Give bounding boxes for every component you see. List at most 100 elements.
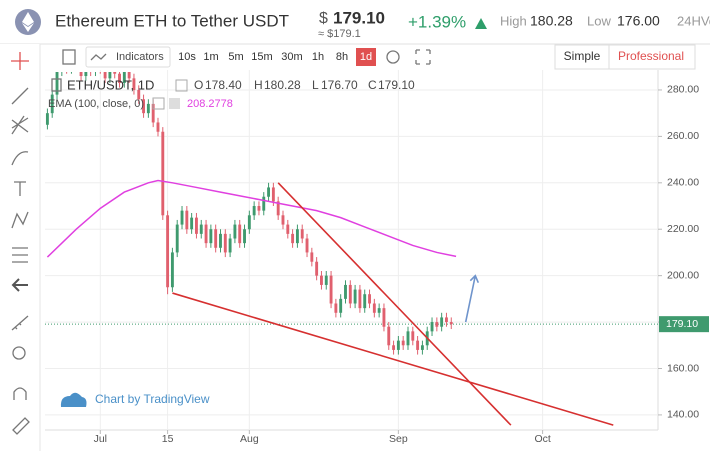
x-tick-label: Oct — [534, 433, 550, 445]
candle-body — [406, 331, 410, 346]
indicators-icon — [90, 53, 107, 61]
measure-tool[interactable] — [11, 315, 29, 331]
ema-line — [46, 179, 457, 258]
candle-body — [435, 322, 439, 327]
candle-body — [247, 215, 251, 230]
fullscreen-button[interactable] — [415, 49, 431, 65]
brush-tool[interactable] — [11, 151, 29, 166]
mode-simple[interactable]: Simple — [564, 49, 601, 63]
ema-close[interactable] — [169, 98, 180, 109]
chart-style-button[interactable] — [62, 49, 76, 65]
interval-button[interactable]: 30m — [281, 51, 302, 63]
candle-body — [300, 229, 304, 239]
candle-body — [387, 326, 391, 346]
up-triangle — [475, 18, 487, 29]
watermark: Chart by TradingView — [95, 392, 210, 406]
legend-o-label: O — [194, 78, 203, 92]
ema-toggle[interactable] — [152, 97, 165, 110]
candle-body — [339, 298, 343, 313]
fib-tool[interactable] — [11, 115, 29, 135]
settings-button[interactable] — [386, 50, 400, 64]
candle-body — [295, 229, 299, 244]
candle-body — [420, 345, 424, 350]
candle-body — [271, 187, 275, 202]
candle-body — [166, 215, 170, 288]
price-label-bg — [659, 316, 709, 333]
mode-professional[interactable]: Professional — [618, 49, 684, 63]
interval-button[interactable]: 1m — [203, 51, 218, 63]
lock-tool[interactable] — [12, 417, 30, 435]
candle-body — [84, 72, 88, 77]
interval-button[interactable]: 1d — [360, 51, 372, 63]
y-tick-label: 280.00 — [667, 84, 699, 96]
candle-body — [382, 308, 386, 327]
candle-body — [151, 103, 155, 123]
x-tick-label: 15 — [162, 433, 174, 445]
candle-body — [392, 345, 396, 350]
indicators-button[interactable] — [85, 46, 171, 68]
back-tool[interactable] — [11, 278, 28, 292]
candle-body — [108, 72, 112, 79]
high-value: 180.28 — [530, 13, 573, 29]
candle-body — [45, 113, 49, 125]
pattern-tool[interactable] — [11, 211, 29, 229]
mode-switch — [554, 44, 696, 70]
candle-body — [122, 72, 126, 83]
legend-toggle[interactable] — [175, 79, 188, 92]
volume-label: 24HVo — [677, 13, 710, 28]
magnet-tool[interactable] — [13, 387, 27, 400]
interval-button[interactable]: 1h — [312, 51, 324, 63]
price-label: 179.10 — [666, 318, 698, 330]
y-tick-label: 260.00 — [667, 130, 699, 142]
candle-body — [445, 317, 448, 323]
interval-button[interactable]: 8h — [336, 51, 348, 63]
zoom-tool[interactable] — [12, 346, 26, 360]
candle-body — [358, 289, 362, 309]
text-tool[interactable] — [14, 181, 26, 196]
currency: $ — [319, 10, 328, 27]
low-label: Low — [587, 13, 611, 28]
title: Ethereum ETH to Tether USDT — [55, 11, 289, 30]
legend-close: 179.10 — [378, 78, 415, 92]
trendline-tool[interactable] — [11, 87, 29, 105]
legend-symbol: ETH/USDT, 1D — [67, 77, 154, 92]
candle-body — [204, 224, 208, 244]
candle-body — [118, 73, 121, 83]
candle-body — [132, 78, 136, 90]
candle-body — [368, 294, 371, 304]
interval-button[interactable]: 15m — [251, 51, 272, 63]
y-tick-label: 240.00 — [667, 177, 699, 189]
candle-body — [305, 238, 309, 253]
legend-open: 178.40 — [205, 78, 242, 92]
candle-body — [50, 94, 54, 114]
candle-body — [449, 322, 453, 325]
candle-body — [281, 215, 285, 225]
candle-body — [219, 233, 222, 248]
candle-body — [334, 303, 338, 313]
candle-body — [79, 72, 83, 77]
low-value: 176.00 — [617, 13, 660, 29]
interval-button[interactable]: 5m — [228, 51, 243, 63]
candle-body — [315, 261, 319, 276]
interval-button[interactable]: 10s — [178, 51, 196, 63]
candle-body — [137, 89, 141, 100]
x-tick-label: Sep — [389, 433, 408, 445]
trendline — [172, 292, 614, 426]
candle-body — [185, 210, 189, 230]
candle-body — [146, 103, 150, 114]
candle-body — [257, 206, 261, 211]
candle-body — [199, 224, 203, 234]
legend-low: 176.70 — [321, 78, 358, 92]
y-tick-label: 220.00 — [667, 223, 699, 235]
prediction-tool[interactable] — [12, 247, 28, 263]
candle-body — [142, 99, 146, 114]
candle-body — [243, 229, 246, 244]
candle-body — [262, 196, 266, 211]
candle-body — [190, 217, 194, 230]
crosshair-tool[interactable] — [11, 52, 29, 70]
x-tick-label: Jul — [94, 433, 107, 445]
ema-legend: EMA (100, close, 0) — [48, 98, 144, 110]
legend-c-label: C — [368, 78, 377, 92]
drawing-toolbar — [0, 44, 41, 451]
